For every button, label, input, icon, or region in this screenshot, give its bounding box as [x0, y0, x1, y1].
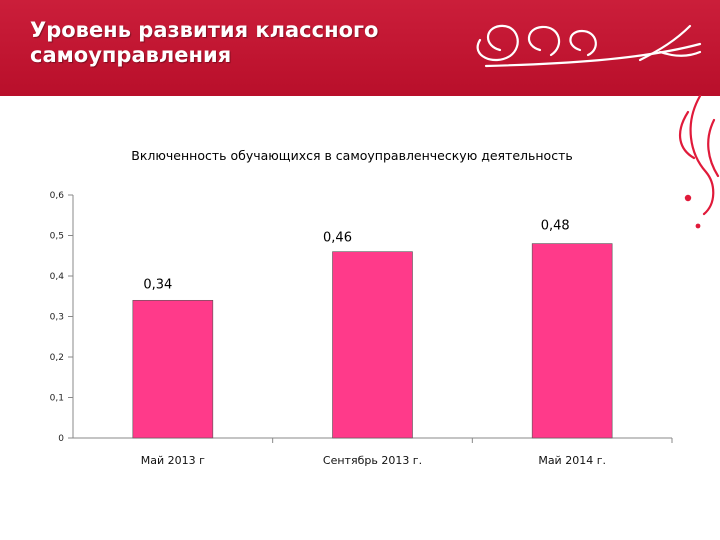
- y-tick-label: 0,5: [50, 232, 64, 242]
- data-labels: 0,34 0,46 0,48: [143, 219, 569, 293]
- data-label: 0,48: [541, 219, 570, 234]
- y-tick-label: 0: [58, 434, 64, 444]
- data-label: 0,46: [323, 231, 352, 246]
- y-tick-label: 0,2: [50, 353, 64, 363]
- slide-title-line-1: Уровень развития классного: [30, 18, 379, 42]
- data-label: 0,34: [143, 277, 172, 292]
- x-axis: Май 2013 г Сентябрь 2013 г. Май 2014 г.: [73, 437, 673, 467]
- y-tick-label: 0,6: [50, 191, 65, 201]
- bar: [332, 251, 413, 439]
- bar: [531, 243, 613, 439]
- y-tick-label: 0,3: [50, 313, 64, 323]
- x-tick-label: Май 2014 г.: [538, 454, 606, 467]
- slide-title-line-2: самоуправления: [30, 43, 232, 67]
- chart-title: Включенность обучающихся в самоуправленч…: [131, 148, 572, 163]
- y-axis: 0 0,1 0,2 0,3 0,4 0,5 0,6: [50, 191, 74, 444]
- y-tick-label: 0,1: [50, 394, 64, 404]
- bar: [132, 299, 214, 439]
- y-tick-label: 0,4: [50, 272, 65, 282]
- x-tick-label: Май 2013 г: [141, 454, 205, 467]
- x-tick-label: Сентябрь 2013 г.: [323, 454, 422, 467]
- bar-series: [132, 243, 613, 439]
- slide-title: Уровень развития классного самоуправлени…: [30, 18, 450, 68]
